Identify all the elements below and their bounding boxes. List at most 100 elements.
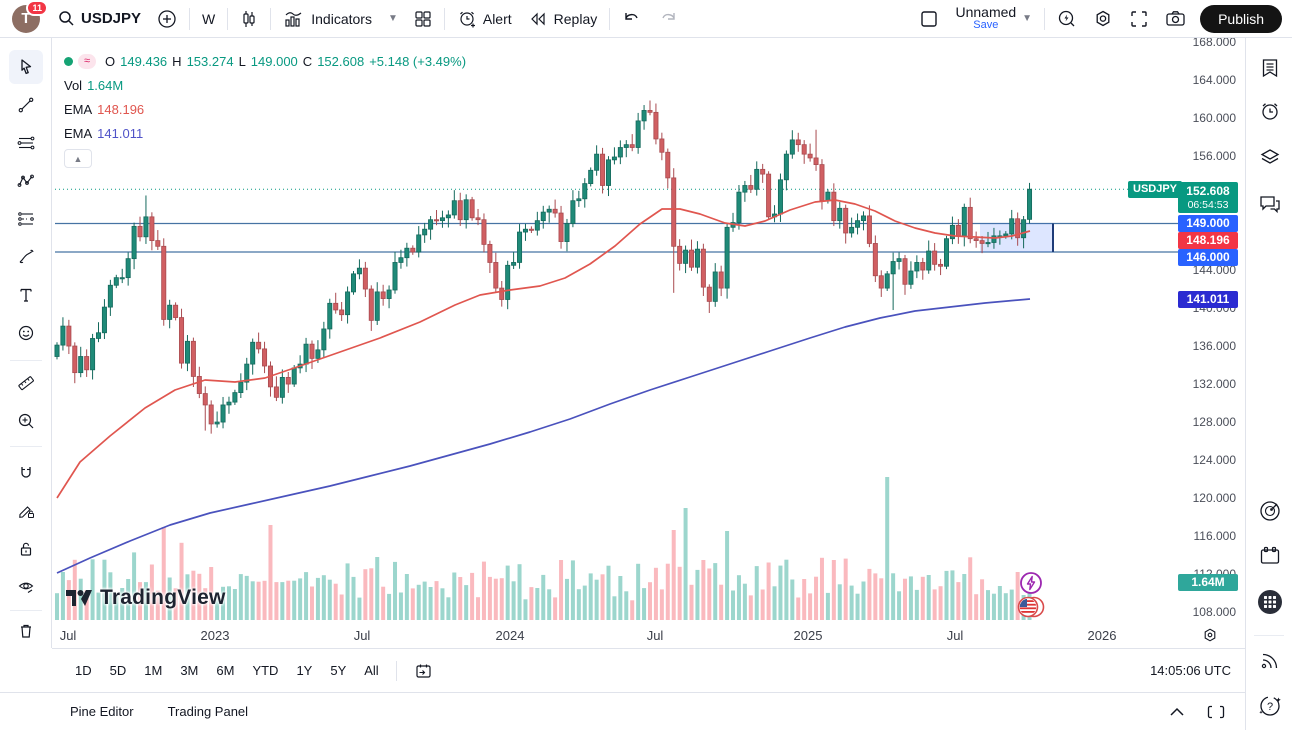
go-to-date-button[interactable]	[405, 657, 442, 685]
time-axis[interactable]: Jul 2023 Jul 2024 Jul 2025 Jul 2026	[52, 622, 1178, 648]
price-tick: 116.000	[1193, 529, 1237, 543]
pine-editor-tab[interactable]: Pine Editor	[70, 704, 134, 719]
range-button-1d[interactable]: 1D	[75, 663, 92, 678]
interval-button[interactable]: W	[194, 4, 223, 34]
object-tree-button[interactable]	[1256, 143, 1284, 171]
indicators-label: Indicators	[311, 10, 372, 27]
brush-tool-button[interactable]	[9, 240, 43, 274]
indicators-button[interactable]: Indicators	[275, 4, 380, 34]
economic-event-marker[interactable]	[1019, 571, 1043, 595]
indicator-templates-button[interactable]	[406, 4, 440, 34]
quick-search-button[interactable]	[1049, 4, 1085, 34]
low-label: L	[238, 53, 246, 69]
symbol-search-button[interactable]: USDJPY	[50, 4, 149, 34]
data-feed-button[interactable]	[1256, 646, 1284, 674]
currency-event-marker[interactable]	[1016, 595, 1046, 619]
watchlist-button[interactable]	[1256, 54, 1284, 82]
time-tick: Jul	[646, 628, 664, 643]
text-tool-button[interactable]	[9, 278, 43, 312]
maximize-panel-icon[interactable]	[1207, 705, 1225, 719]
price-tick: 108.000	[1192, 605, 1236, 619]
remove-drawings-button[interactable]	[9, 614, 43, 648]
lock-drawings-button[interactable]	[9, 532, 43, 566]
price-tick: 136.000	[1192, 339, 1236, 353]
settings-button[interactable]	[1085, 4, 1121, 34]
expand-panel-chevron-icon[interactable]	[1169, 707, 1185, 717]
avatar-letter: T	[21, 10, 31, 27]
open-label: O	[105, 53, 116, 69]
magnet-tool-button[interactable]	[9, 456, 43, 490]
publish-button[interactable]: Publish	[1200, 4, 1282, 33]
ema-fast-legend-row[interactable]: EMA 148.196	[64, 97, 466, 121]
toolbar-divider	[609, 7, 611, 30]
replay-icon	[530, 12, 545, 25]
axis-settings-button[interactable]	[1202, 627, 1218, 643]
volume-legend-row[interactable]: Vol 1.64M	[64, 73, 466, 97]
help-icon: ?	[1259, 696, 1281, 716]
range-button-1m[interactable]: 1M	[144, 663, 163, 678]
range-button-5d[interactable]: 5D	[109, 663, 127, 678]
range-button-6m[interactable]: 6M	[216, 663, 235, 678]
series-legend-row[interactable]: ≈ O 149.436 H 153.274 L 149.000 C 152.60…	[64, 49, 466, 73]
alert-clock-icon	[459, 11, 475, 27]
replay-button[interactable]: Replay	[520, 4, 606, 34]
redo-button[interactable]	[650, 4, 686, 34]
last-price-label: 152.608 06:54:53	[1178, 182, 1238, 214]
legend-collapse-button[interactable]: ▲	[64, 149, 92, 168]
zoom-in-tool-button[interactable]	[9, 404, 43, 438]
alert-button[interactable]: Alert	[449, 4, 520, 34]
pattern-tool-button[interactable]	[9, 164, 43, 198]
screenshot-button[interactable]	[1157, 4, 1194, 34]
fullscreen-button[interactable]	[1121, 4, 1157, 34]
ema-slow-legend-row[interactable]: EMA 141.011	[64, 121, 466, 145]
layout-name-button[interactable]: Unnamed Save ▼	[947, 4, 1040, 34]
range-button-all[interactable]: All	[364, 663, 379, 678]
range-button-5y[interactable]: 5Y	[330, 663, 347, 678]
chevron-down-icon: ▼	[1022, 13, 1033, 24]
undo-button[interactable]	[614, 4, 650, 34]
ema-slow-price-label: 141.011	[1178, 291, 1238, 309]
position-tool-button[interactable]	[9, 202, 43, 236]
measure-tool-button[interactable]	[9, 366, 43, 400]
screener-button[interactable]	[1256, 497, 1284, 525]
calendar-button[interactable]	[1256, 542, 1284, 570]
fib-tool-button[interactable]	[9, 126, 43, 160]
alerts-panel-button[interactable]	[1256, 97, 1284, 125]
user-avatar[interactable]: T 11	[12, 0, 48, 33]
cursor-tool-button[interactable]	[9, 50, 43, 84]
level-lower-label: 146.000	[1178, 249, 1238, 266]
clock-utc[interactable]: 14:05:06 UTC	[1150, 663, 1231, 678]
tradingview-watermark: TradingView	[66, 586, 226, 610]
range-button-3m[interactable]: 3M	[180, 663, 199, 678]
range-button-ytd[interactable]: YTD	[252, 663, 279, 678]
trading-panel-tab[interactable]: Trading Panel	[167, 704, 249, 719]
compare-add-button[interactable]	[149, 4, 185, 34]
layout-select-button[interactable]	[911, 4, 947, 34]
smiley-icon	[18, 325, 34, 341]
toolbar-divider	[443, 7, 445, 30]
help-button[interactable]: ?	[1256, 692, 1284, 720]
chat-button[interactable]	[1256, 190, 1284, 218]
chart-type-button[interactable]	[232, 4, 266, 34]
layout-square-icon	[921, 10, 938, 27]
plus-circle-icon	[158, 9, 176, 28]
trend-line-tool-button[interactable]	[9, 88, 43, 122]
hide-drawings-button[interactable]	[9, 570, 43, 604]
open-value: 149.436	[120, 53, 168, 69]
price-tick: 128.000	[1192, 415, 1236, 429]
price-axis[interactable]: 168.000164.000160.000156.000152.000148.0…	[1128, 35, 1245, 642]
emoji-tool-button[interactable]	[9, 316, 43, 350]
indicators-templates-caret[interactable]: ▼	[380, 4, 406, 34]
chevron-down-icon: ▼	[387, 13, 398, 24]
apps-menu-button[interactable]	[1256, 588, 1284, 616]
xabcd-pattern-icon	[17, 174, 34, 187]
radar-icon	[1260, 501, 1280, 521]
right-sidebar: ?	[1245, 38, 1292, 730]
price-tick: 144.000	[1192, 263, 1236, 277]
calendar-icon	[1260, 546, 1280, 564]
range-button-1y[interactable]: 1Y	[296, 663, 313, 678]
toolbar-divider	[10, 610, 42, 611]
drawing-mode-button[interactable]	[9, 494, 43, 528]
save-link[interactable]: Save	[973, 19, 999, 32]
